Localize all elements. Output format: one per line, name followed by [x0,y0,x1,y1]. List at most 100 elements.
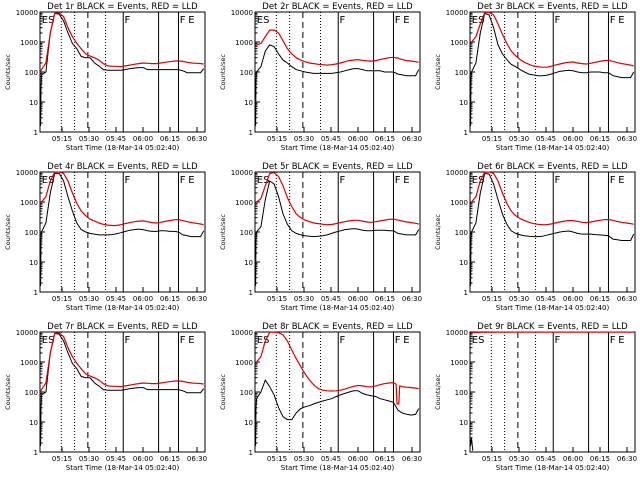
y-tick-label: 1 [464,289,468,297]
events-series-line [40,12,205,126]
y-axis-label: Counts/sec [4,54,12,90]
x-tick-label: 05:15 [482,295,502,303]
y-tick-label: 100 [240,69,253,77]
marker-label: ES [257,15,270,26]
marker-label: F [340,175,346,186]
plot-frame [39,331,206,453]
x-axis-label: Start Time (18-Mar-14 05:02:40) [281,304,395,312]
x-tick-label: 06:00 [348,295,368,303]
marker-label: F [180,175,186,186]
x-tick-label: 06:30 [402,295,422,303]
x-tick-label: 05:45 [321,295,341,303]
plot-frame [469,11,636,133]
marker-label: F [340,335,346,346]
marker-label: F [180,335,186,346]
x-tick-label: 05:30 [509,135,529,143]
marker-label: ES [42,335,55,346]
marker-label: E [618,175,624,186]
events-series-line [255,180,420,286]
y-axis-label: Counts/sec [434,374,442,410]
panel-title: Det 4r BLACK = Events, RED = LLD [47,162,198,172]
detector-panel: Det 5r BLACK = Events, RED = LLD 1 10 100 10… [219,162,422,312]
x-tick-label: 05:15 [52,455,72,463]
lld-series-line [470,11,634,68]
x-tick-label: 05:30 [294,295,314,303]
x-tick-label: 06:00 [133,455,153,463]
marker-label: F [125,175,131,186]
y-tick-label: 10000 [16,9,38,17]
y-tick-label: 10 [244,419,253,427]
x-tick-label: 06:30 [617,135,637,143]
y-tick-label: 10000 [446,169,468,177]
x-axis-label: Start Time (18-Mar-14 05:02:40) [281,144,395,152]
events-series-line [40,172,205,286]
y-axis-label: Counts/sec [219,54,227,90]
y-tick-label: 1 [464,129,468,137]
x-axis-label: Start Time (18-Mar-14 05:02:40) [281,464,395,472]
marker-label: E [188,175,194,186]
y-tick-label: 100 [25,69,38,77]
plot-frame [254,331,421,453]
x-tick-label: 05:30 [79,295,99,303]
detector-panel: Det 8r BLACK = Events, RED = LLD 1 10 100 10… [219,322,422,472]
x-tick-label: 06:00 [563,295,583,303]
detector-panel: Det 7r BLACK = Events, RED = LLD 1 10 100 10… [4,322,207,472]
y-tick-label: 10 [459,99,468,107]
detector-panel: Det 6r BLACK = Events, RED = LLD 1 10 100 10… [434,162,637,312]
x-tick-label: 05:30 [294,135,314,143]
y-tick-label: 1000 [20,39,38,47]
y-axis-label: Counts/sec [434,54,442,90]
x-tick-label: 06:00 [133,135,153,143]
x-axis-label: Start Time (18-Mar-14 05:02:40) [66,304,180,312]
x-tick-label: 06:30 [187,455,207,463]
marker-label: F [125,15,131,26]
x-axis-label: Start Time (18-Mar-14 05:02:40) [496,144,610,152]
lld-series-line [255,29,419,66]
x-tick-label: 05:45 [536,135,556,143]
lld-series-line [470,171,634,226]
y-tick-label: 1 [34,129,38,137]
detector-panel: Det 3r BLACK = Events, RED = LLD 1 10 100 10… [434,2,637,152]
x-tick-label: 06:15 [590,455,610,463]
y-tick-label: 100 [25,389,38,397]
marker-label: E [403,175,409,186]
x-tick-label: 06:30 [187,135,207,143]
detector-panel: Det 1r BLACK = Events, RED = LLD 1 10 100 10… [4,2,207,152]
x-tick-label: 05:45 [106,135,126,143]
marker-label: F [610,175,616,186]
y-tick-label: 1000 [450,199,468,207]
y-tick-label: 100 [455,389,468,397]
panel-title: Det 9r BLACK = Events, RED = LLD [477,322,628,332]
marker-label: E [188,335,194,346]
x-axis-label: Start Time (18-Mar-14 05:02:40) [66,144,180,152]
y-tick-label: 1000 [235,359,253,367]
x-tick-label: 05:15 [52,295,72,303]
lld-series-line [40,332,204,393]
marker-label: F [395,15,401,26]
marker-label: F [395,175,401,186]
x-tick-label: 06:15 [160,135,180,143]
marker-label: ES [472,15,485,26]
x-tick-label: 05:30 [79,135,99,143]
marker-label: E [618,15,624,26]
y-tick-label: 1 [34,449,38,457]
marker-label: F [555,335,561,346]
x-tick-label: 05:30 [509,455,529,463]
y-tick-label: 10000 [16,169,38,177]
x-tick-label: 05:45 [106,455,126,463]
x-tick-label: 05:45 [536,455,556,463]
x-tick-label: 06:00 [348,455,368,463]
panel-title: Det 5r BLACK = Events, RED = LLD [262,162,413,172]
y-tick-label: 100 [240,389,253,397]
y-tick-label: 1 [249,449,253,457]
x-tick-label: 05:45 [536,295,556,303]
y-tick-label: 10 [244,99,253,107]
x-tick-label: 05:30 [294,455,314,463]
y-tick-label: 10 [459,259,468,267]
x-tick-label: 06:30 [617,455,637,463]
detector-panel: Det 4r BLACK = Events, RED = LLD 1 10 100 10… [4,162,207,312]
marker-label: F [180,15,186,26]
x-tick-label: 05:15 [267,135,287,143]
x-tick-label: 05:15 [52,135,72,143]
